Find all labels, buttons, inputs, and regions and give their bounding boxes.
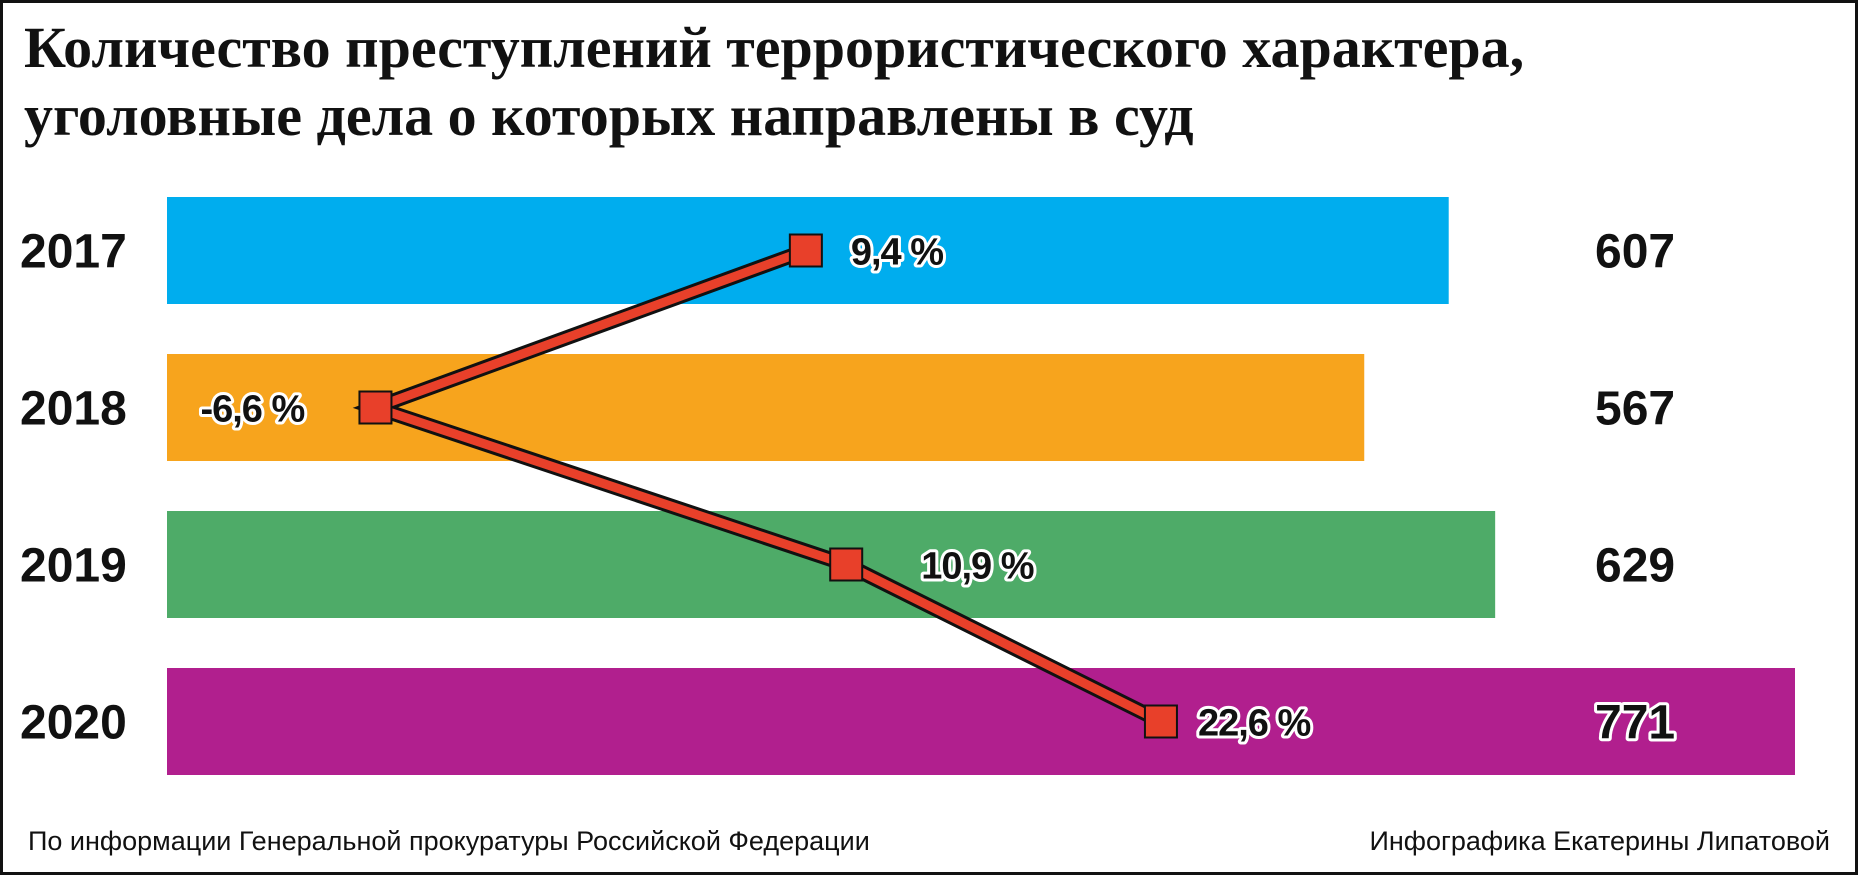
value-label-2017: 607: [1595, 226, 1675, 279]
bar-2020: [167, 668, 1795, 775]
year-label-2018: 2018: [20, 383, 127, 436]
change-marker-2018: [358, 390, 393, 425]
change-label-2017: 9,4 %: [851, 232, 943, 274]
change-line: [361, 246, 1163, 726]
chart-title-line-2: уголовные дела о которых направлены в су…: [24, 83, 1194, 148]
year-label-2019: 2019: [20, 540, 127, 593]
change-marker-2019: [829, 547, 864, 582]
change-label-2020: 22,6 %: [1198, 703, 1311, 745]
change-label-2019: 10,9 %: [921, 546, 1034, 588]
value-label-2020: 771: [1595, 697, 1675, 750]
bar-chart: 2017 607 2018 567 2019 629 2020 771 9,4 % -6,6 % 1…: [20, 197, 1795, 775]
source-note: По информации Генеральной прокуратуры Ро…: [28, 826, 870, 856]
chart-title-line-1: Количество преступлений террористическог…: [24, 15, 1525, 80]
year-label-2020: 2020: [20, 697, 127, 750]
year-label-2017: 2017: [20, 226, 127, 279]
chart-title: Количество преступлений террористическог…: [24, 14, 1834, 150]
change-marker-2017: [788, 233, 823, 268]
infographic-credit: Инфографика Екатерины Липатовой: [1369, 826, 1830, 856]
value-label-2018: 567: [1595, 383, 1675, 436]
value-label-2019: 629: [1595, 540, 1675, 593]
change-line-outline: [352, 243, 1165, 729]
change-marker-2020: [1143, 704, 1178, 739]
change-label-2018: -6,6 %: [200, 389, 304, 431]
bar-2018: [167, 354, 1365, 461]
